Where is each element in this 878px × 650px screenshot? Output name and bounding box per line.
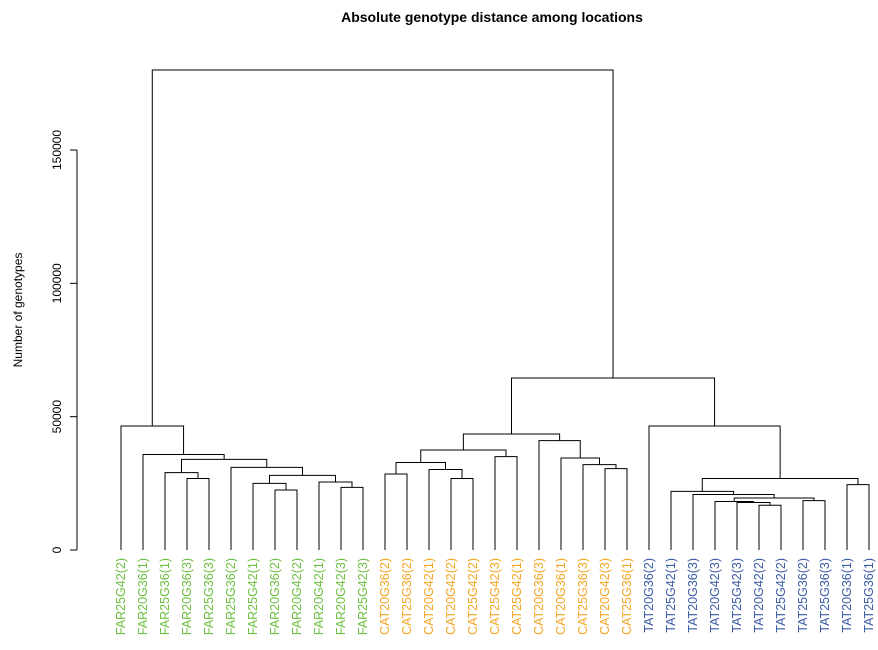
y-tick-label: 100000 <box>50 263 64 303</box>
leaf-label: CAT25G42(2) <box>466 558 480 635</box>
dendrogram-link <box>164 472 199 550</box>
dendrogram-link <box>758 504 782 550</box>
leaf-label: CAT20G36(3) <box>532 558 546 635</box>
leaf-label: FAR25G42(2) <box>114 558 128 635</box>
dendrogram-link <box>120 425 185 550</box>
dendrogram-link <box>151 69 614 426</box>
dendrogram-link <box>736 502 771 550</box>
dendrogram-link <box>428 468 463 550</box>
leaf-label: TAT25G36(1) <box>862 558 876 633</box>
leaf-label: CAT20G42(1) <box>422 558 436 635</box>
dendrogram-link <box>560 457 600 550</box>
leaf-label: CAT20G42(2) <box>444 558 458 635</box>
leaf-label: FAR20G42(3) <box>334 558 348 635</box>
dendrogram-link <box>462 433 561 450</box>
leaf-labels: FAR25G42(2) FAR20G36(1) FAR25G36(1) FAR20G3… <box>114 558 876 635</box>
leaf-label: FAR20G36(1) <box>136 558 150 635</box>
leaf-label: TAT20G36(3) <box>686 558 700 633</box>
leaf-label: TAT20G36(1) <box>840 558 854 633</box>
leaf-label: TAT25G42(1) <box>664 558 678 633</box>
y-axis: 0 50000 100000 150000 <box>50 130 78 553</box>
leaf-label: TAT20G42(3) <box>708 558 722 633</box>
leaf-label: TAT25G42(3) <box>730 558 744 633</box>
leaf-label: FAR20G36(2) <box>268 558 282 635</box>
dendrogram-link <box>494 456 518 550</box>
leaf-label: CAT25G36(2) <box>400 558 414 635</box>
dendrogram-link <box>142 454 225 550</box>
leaf-label: CAT20G42(3) <box>598 558 612 635</box>
y-tick-label: 50000 <box>50 400 64 434</box>
dendrogram-link <box>670 490 735 550</box>
dendrogram-link <box>714 500 754 550</box>
dendrogram-link <box>186 478 210 550</box>
leaf-label: FAR25G42(1) <box>246 558 260 635</box>
dendrogram-link <box>450 478 474 550</box>
dendrogram-link <box>733 497 815 502</box>
dendrogram-link <box>181 458 268 473</box>
leaf-label: CAT25G42(3) <box>488 558 502 635</box>
dendrogram-link <box>604 468 628 550</box>
leaf-label: TAT25G36(3) <box>818 558 832 633</box>
dendrogram-link <box>318 481 353 550</box>
leaf-label: FAR20G42(1) <box>312 558 326 635</box>
leaf-label: CAT20G36(1) <box>554 558 568 635</box>
leaf-label: CAT25G36(1) <box>620 558 634 635</box>
dendrogram-links <box>120 69 870 550</box>
dendrogram-link <box>846 484 870 550</box>
leaf-label: FAR25G36(3) <box>202 558 216 635</box>
dendrogram-link <box>230 466 303 550</box>
leaf-label: FAR20G36(3) <box>180 558 194 635</box>
leaf-label: TAT25G36(2) <box>796 558 810 633</box>
dendrogram-link <box>395 462 446 474</box>
chart-title: Absolute genotype distance among locatio… <box>341 9 643 25</box>
leaf-label: TAT20G36(2) <box>642 558 656 633</box>
dendrogram-link <box>802 500 826 550</box>
dendrogram-link <box>538 440 581 550</box>
leaf-label: TAT20G42(2) <box>752 558 766 633</box>
dendrogram-link <box>340 486 364 550</box>
dendrogram-link <box>420 449 507 463</box>
dendrogram-link <box>384 473 408 550</box>
leaf-label: CAT25G42(1) <box>510 558 524 635</box>
y-tick-label: 150000 <box>50 130 64 170</box>
dendrogram-link <box>252 482 287 550</box>
dendrogram-link <box>582 464 617 550</box>
leaf-label: CAT20G36(2) <box>378 558 392 635</box>
y-tick-label: 0 <box>50 546 64 553</box>
dendrogram-link <box>701 478 859 492</box>
leaf-label: CAT25G36(3) <box>576 558 590 635</box>
leaf-label: TAT25G42(2) <box>774 558 788 633</box>
y-axis-label: Number of genotypes <box>11 253 25 368</box>
leaf-label: FAR25G36(1) <box>158 558 172 635</box>
leaf-label: FAR25G42(3) <box>356 558 370 635</box>
dendrogram-link <box>274 489 298 550</box>
leaf-label: FAR20G42(2) <box>290 558 304 635</box>
leaf-label: FAR25G36(2) <box>224 558 238 635</box>
